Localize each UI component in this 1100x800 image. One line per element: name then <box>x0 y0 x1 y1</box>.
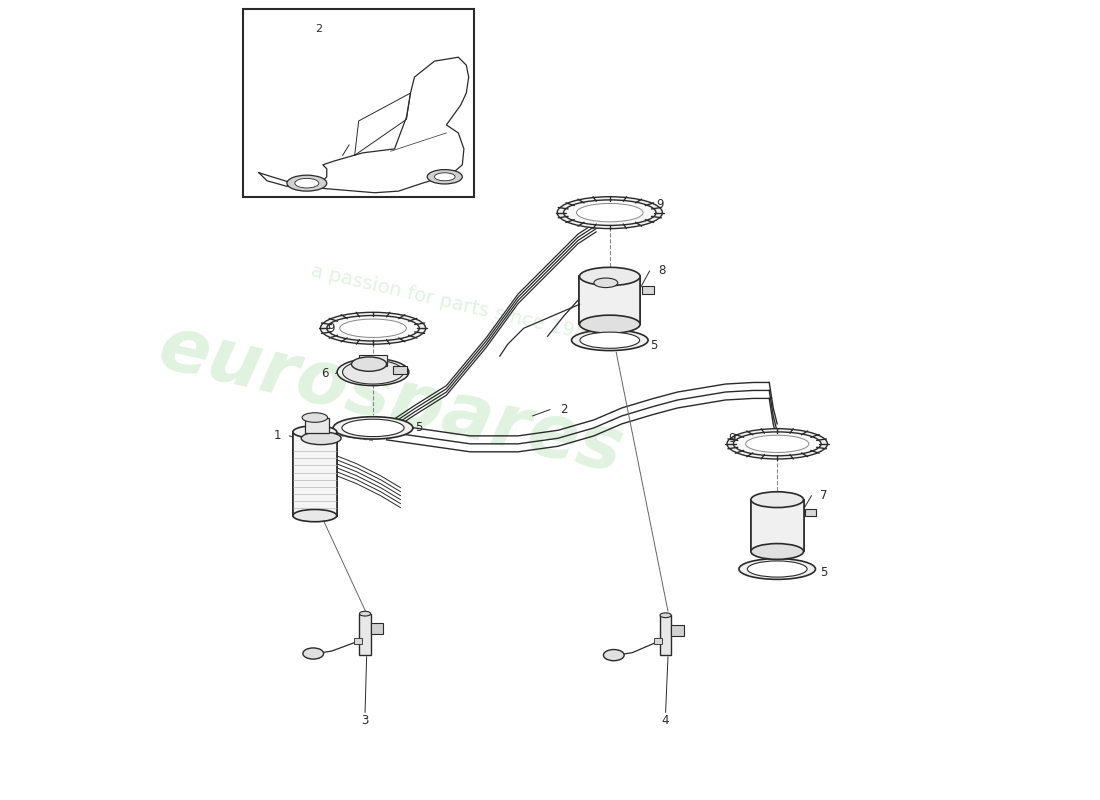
Ellipse shape <box>747 561 807 577</box>
Text: 9: 9 <box>657 198 663 211</box>
Ellipse shape <box>360 611 371 616</box>
Ellipse shape <box>660 613 671 618</box>
Bar <box>371 623 384 634</box>
Bar <box>580 277 640 324</box>
Ellipse shape <box>558 197 662 229</box>
Ellipse shape <box>342 419 404 437</box>
Ellipse shape <box>727 429 827 459</box>
Text: 2: 2 <box>561 403 568 416</box>
Bar <box>751 500 803 551</box>
Ellipse shape <box>352 357 386 371</box>
Ellipse shape <box>604 650 624 661</box>
Bar <box>805 510 816 516</box>
Bar <box>306 418 329 434</box>
Ellipse shape <box>580 267 640 286</box>
Ellipse shape <box>434 173 455 181</box>
Bar <box>354 638 362 644</box>
Ellipse shape <box>287 175 327 191</box>
Bar <box>660 615 671 655</box>
Bar <box>359 354 387 366</box>
Ellipse shape <box>333 417 412 439</box>
Text: 5: 5 <box>650 339 658 352</box>
Bar <box>641 286 654 294</box>
Ellipse shape <box>302 413 328 422</box>
Ellipse shape <box>563 200 656 226</box>
Bar <box>243 10 474 197</box>
Text: 8: 8 <box>658 264 666 278</box>
Ellipse shape <box>320 312 426 344</box>
Ellipse shape <box>293 510 337 522</box>
Bar <box>293 432 337 515</box>
Ellipse shape <box>340 319 406 338</box>
Text: 2: 2 <box>316 24 322 34</box>
Ellipse shape <box>739 558 815 579</box>
Text: 9: 9 <box>327 322 334 334</box>
Text: 7: 7 <box>820 489 827 502</box>
Ellipse shape <box>746 435 808 453</box>
Text: 5: 5 <box>820 566 827 578</box>
Polygon shape <box>258 57 469 193</box>
Ellipse shape <box>302 648 323 659</box>
Ellipse shape <box>327 315 419 341</box>
Text: 5: 5 <box>415 422 422 434</box>
Text: 9: 9 <box>728 432 736 445</box>
Text: 3: 3 <box>362 714 369 727</box>
Bar <box>393 366 407 374</box>
Text: 6: 6 <box>321 367 329 380</box>
Bar <box>671 625 684 636</box>
Ellipse shape <box>342 360 404 384</box>
Text: 1: 1 <box>274 430 282 442</box>
Ellipse shape <box>301 432 341 445</box>
Ellipse shape <box>293 426 337 438</box>
Ellipse shape <box>580 315 640 334</box>
Ellipse shape <box>734 432 821 456</box>
Text: eurospares: eurospares <box>152 311 630 489</box>
Ellipse shape <box>751 492 803 507</box>
Bar <box>360 614 371 655</box>
Ellipse shape <box>427 170 462 184</box>
Ellipse shape <box>576 203 643 222</box>
Ellipse shape <box>572 330 648 350</box>
Ellipse shape <box>594 278 618 287</box>
Ellipse shape <box>295 178 319 188</box>
Ellipse shape <box>751 543 803 559</box>
Ellipse shape <box>337 358 409 386</box>
Text: a passion for parts since 1985: a passion for parts since 1985 <box>308 262 601 346</box>
Ellipse shape <box>580 332 639 348</box>
Bar <box>654 638 662 644</box>
Text: 4: 4 <box>662 714 669 727</box>
